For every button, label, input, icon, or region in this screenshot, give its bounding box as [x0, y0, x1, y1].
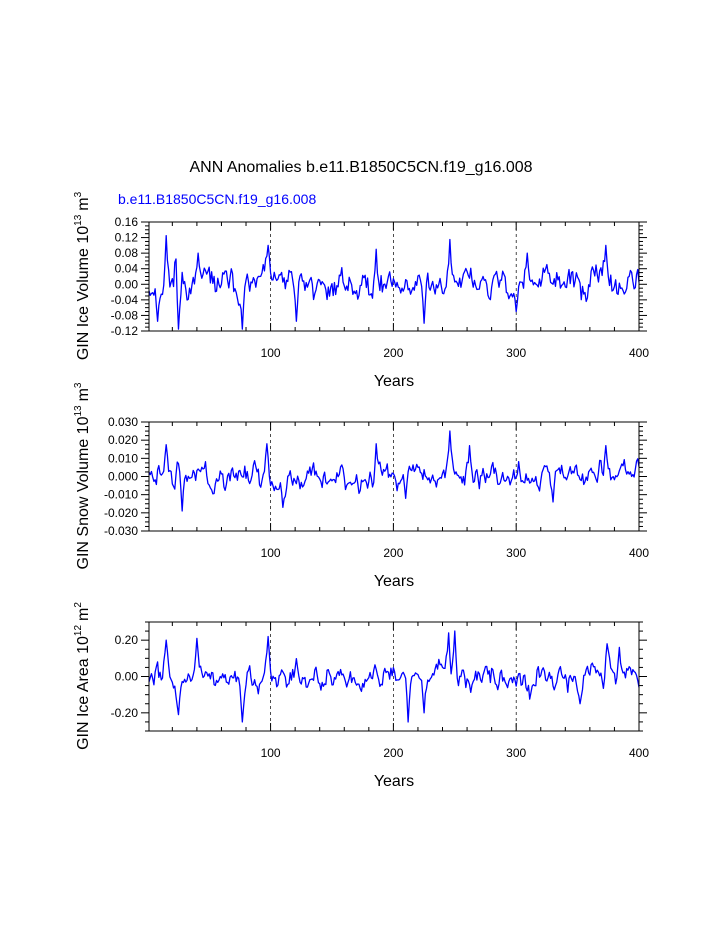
- x-tick-label: 100: [261, 546, 281, 560]
- x-tick-label: 200: [383, 746, 403, 760]
- y-axis-label-main: GIN Snow Volume 10: [75, 416, 92, 569]
- y-tick-label: -0.020: [104, 506, 138, 520]
- y-tick-label: 0.20: [115, 633, 139, 647]
- y-axis-label-exp: 13: [73, 405, 84, 417]
- y-axis-label-unit-exp: 3: [73, 382, 84, 388]
- y-axis-label-exp: 12: [73, 625, 84, 637]
- y-tick-label: 0.04: [115, 262, 139, 276]
- panel-3: 100 200 300 400 -0.20 0.00 0.20 Years GIN Ice Ar…: [73, 602, 649, 790]
- x-tick-label: 300: [506, 546, 526, 560]
- x-axis-label: Years: [374, 573, 414, 590]
- y-tick-label: -0.12: [111, 324, 139, 338]
- x-axis-label: Years: [374, 773, 414, 790]
- y-tick-label: -0.010: [104, 488, 138, 502]
- figure-title: ANN Anomalies b.e11.B1850C5CN.f19_g16.00…: [189, 159, 532, 176]
- x-axis-label: Years: [374, 373, 414, 390]
- x-tick-label: 400: [629, 746, 649, 760]
- y-axis-label-unit: m: [75, 197, 92, 210]
- series-line-1: [148, 630, 640, 723]
- y-axis-label-main: GIN Ice Area 10: [75, 636, 92, 750]
- y-tick-label: 0.010: [108, 451, 138, 465]
- y-axis-label-unit-exp: 2: [73, 602, 84, 608]
- y-tick-label: 0.020: [108, 433, 138, 447]
- x-tick-label: 400: [629, 346, 649, 360]
- y-tick-label: 0.00: [115, 670, 139, 684]
- series-line-1: [148, 430, 640, 512]
- x-tick-label: 100: [261, 746, 281, 760]
- y-axis-label: GIN Snow Volume 1013 m3: [73, 382, 92, 569]
- y-axis-label-unit-exp: 3: [73, 191, 84, 197]
- x-tick-label: 200: [383, 546, 403, 560]
- y-axis-label-unit: m: [75, 608, 92, 621]
- y-axis-label-main: GIN Ice Volume 10: [75, 226, 92, 360]
- y-tick-label: 0.030: [108, 415, 138, 429]
- y-tick-label: -0.20: [111, 706, 139, 720]
- y-axis-label-unit: m: [75, 388, 92, 401]
- x-tick-label: 400: [629, 546, 649, 560]
- x-tick-label: 300: [506, 746, 526, 760]
- y-tick-label: -0.04: [111, 293, 139, 307]
- y-tick-label: -0.08: [111, 308, 139, 322]
- panels-group: 100 200 300 400-0.12-0.08-0.040.000.040.080…: [73, 191, 649, 790]
- panel-1: 100 200 300 400-0.12-0.08-0.040.000.040.080…: [73, 191, 649, 390]
- y-axis-label: GIN Ice Volume 1013 m3: [73, 191, 92, 360]
- x-tick-label: 200: [383, 346, 403, 360]
- x-tick-label: 300: [506, 346, 526, 360]
- y-tick-label: 0.00: [115, 277, 139, 291]
- x-tick-label: 100: [261, 346, 281, 360]
- y-tick-label: 0.16: [115, 215, 139, 229]
- panel-2: 100 200 300 400 -0.030 -0.020 -0.010 0.000 0.010…: [73, 382, 649, 590]
- figure-subtitle: b.e11.B1850C5CN.f19_g16.008: [118, 191, 316, 207]
- y-tick-label: 0.12: [115, 231, 139, 245]
- y-tick-label: -0.030: [104, 524, 138, 538]
- y-axis-label: GIN Ice Area 1012 m2: [73, 602, 92, 750]
- y-tick-label: 0.08: [115, 246, 139, 260]
- series-line-1: [148, 234, 640, 330]
- y-tick-label: 0.000: [108, 470, 138, 484]
- y-axis-label-exp: 13: [73, 214, 84, 226]
